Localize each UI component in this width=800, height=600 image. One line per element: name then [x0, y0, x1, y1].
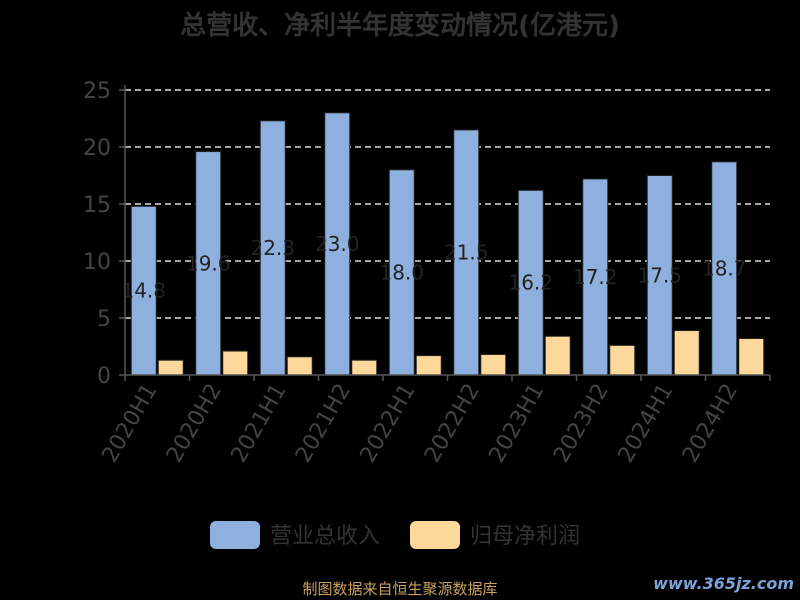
bar-revenue [453, 129, 480, 376]
value-label: 18.7 [702, 256, 747, 280]
value-label: 17.5 [637, 263, 682, 287]
bar-revenue [517, 189, 544, 376]
x-tick-label: 2022H1 [356, 380, 421, 467]
x-tick-label: 2023H2 [549, 380, 614, 467]
x-tick-label: 2021H2 [291, 380, 356, 467]
value-label: 21.5 [444, 240, 489, 264]
x-tick-label: 2024H1 [614, 380, 679, 467]
x-tick-label: 2020H1 [98, 380, 163, 467]
x-tick-label: 2022H2 [420, 380, 485, 467]
bar-revenue [195, 151, 222, 376]
y-tick-label: 10 [83, 250, 111, 275]
value-label: 19.6 [186, 251, 231, 275]
y-tick-label: 5 [97, 307, 111, 332]
x-tick-label: 2020H2 [162, 380, 227, 467]
value-label: 14.8 [121, 279, 166, 303]
bar-profit [480, 353, 507, 376]
value-labels: 14.8 19.6 22.3 23.0 18.0 21.5 16.2 17.2 17.5 18.7 [121, 232, 746, 303]
bar-profit [351, 359, 378, 376]
bar-profit [286, 356, 313, 376]
bar-profit [157, 359, 184, 376]
bar-revenue [324, 112, 351, 376]
y-tick-label: 25 [83, 79, 111, 104]
bar-revenue [711, 161, 738, 376]
bar-profit [415, 355, 442, 376]
y-tick-label: 20 [83, 136, 111, 161]
bar-revenue [582, 178, 609, 376]
x-tick-label: 2024H2 [678, 380, 743, 467]
bars [130, 112, 765, 376]
chart-title: 总营收、净利半年度变动情况(亿港元) [180, 10, 620, 41]
bar-profit [673, 330, 700, 376]
watermark: www.365jz.com [653, 574, 794, 593]
x-tick-label: 2021H1 [227, 380, 292, 467]
bar-profit [738, 338, 765, 376]
legend-label-profit: 归母净利润 [470, 524, 580, 549]
y-tick-label: 15 [83, 193, 111, 218]
bar-profit [544, 335, 571, 376]
bar-revenue [646, 175, 673, 376]
value-label: 22.3 [250, 236, 295, 260]
value-label: 16.2 [508, 271, 553, 295]
bar-revenue [130, 205, 157, 376]
legend: 营业总收入 归母净利润 [210, 521, 580, 549]
grid [125, 89, 770, 319]
value-label: 18.0 [379, 260, 424, 284]
source-note: 制图数据来自恒生聚源数据库 [302, 580, 498, 598]
bar-revenue [388, 169, 415, 376]
bar-revenue [259, 120, 286, 376]
legend-swatch-revenue [210, 521, 260, 549]
y-tick-label: 0 [97, 364, 111, 389]
legend-swatch-profit [410, 521, 460, 549]
value-label: 17.2 [573, 265, 618, 289]
x-tick-label: 2023H1 [485, 380, 550, 467]
bar-profit [222, 350, 249, 376]
legend-label-revenue: 营业总收入 [270, 524, 380, 549]
value-label: 23.0 [315, 232, 360, 256]
bar-profit [609, 344, 636, 376]
